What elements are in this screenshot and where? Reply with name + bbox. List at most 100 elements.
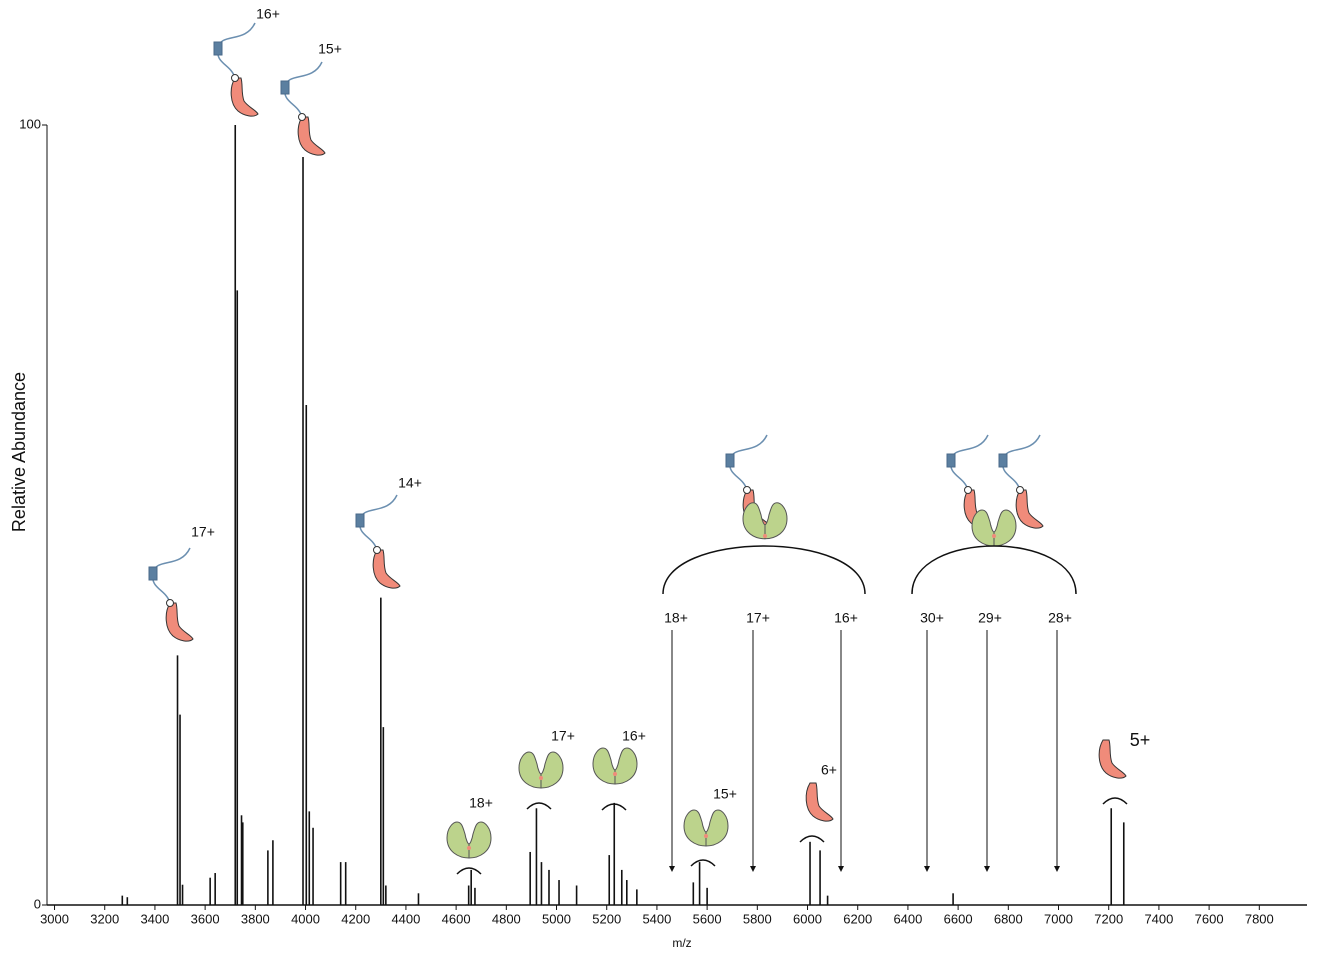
tether-icon [283,61,323,118]
charge-label: 17+ [746,610,770,626]
charge-label: 6+ [821,762,837,778]
charge-label: 14+ [398,475,422,491]
arrow-head [984,866,990,872]
dimer-icon [446,821,470,859]
protein-icon [230,77,259,117]
tether-anchor [743,486,751,494]
tether-tag [725,453,735,468]
arrow-head [750,866,756,872]
tether-tag [946,453,956,468]
dimer-icon [468,821,492,859]
charge-label: 18+ [664,610,688,626]
x-tick-label: 7800 [1245,911,1274,926]
charge-label: 15+ [713,786,737,802]
x-tick-label: 7400 [1144,911,1173,926]
bracket-arc [601,803,627,811]
x-tick-label: 7000 [1044,911,1073,926]
dimer-link [763,534,767,538]
dimer-icon [705,809,729,847]
x-tick-label: 3000 [40,911,69,926]
tether-tag [355,513,365,528]
bracket-arc [799,835,825,843]
dimer-icon [993,509,1017,547]
protein-icon [372,549,401,589]
x-tick-label: 7600 [1195,911,1224,926]
charge-label: 15+ [318,41,342,57]
x-tick-label: 3800 [241,911,270,926]
charge-label: 16+ [256,6,280,22]
tether-tag [148,566,158,581]
x-tick-label: 6600 [944,911,973,926]
dimer-link [539,776,543,780]
x-tick-label: 6800 [994,911,1023,926]
dimer-link [704,834,708,838]
protein-icon [1015,489,1044,529]
x-tick-label: 6000 [793,911,822,926]
x-tick-label: 5400 [642,911,671,926]
x-tick-label: 4600 [442,911,471,926]
x-tick-label: 5600 [693,911,722,926]
charge-label: 30+ [920,610,944,626]
protein-icon [165,602,194,642]
x-tick-label: 6200 [843,911,872,926]
y-tick-label: 100 [19,116,41,131]
x-tick-label: 4400 [391,911,420,926]
group-bracket [911,545,1077,595]
dimer-link [992,534,996,538]
arrow-head [1054,866,1060,872]
tether-icon [728,434,768,491]
x-tick-label: 3400 [140,911,169,926]
group-bracket [662,545,866,595]
dimer-icon [592,747,616,785]
bracket-arc [690,859,716,867]
charge-label: 16+ [622,728,646,744]
x-tick-label: 3600 [191,911,220,926]
x-tick-label: 5000 [542,911,571,926]
dimer-link [467,846,471,850]
dimer-link [613,772,617,776]
tether-anchor [298,113,306,121]
tether-anchor [1016,486,1024,494]
tether-icon [358,494,398,551]
tether-icon [216,22,256,79]
dimer-icon [742,502,766,540]
tether-anchor [964,486,972,494]
bracket-arc [1102,797,1128,805]
dimer-icon [540,751,564,789]
tether-icon [1001,434,1041,491]
x-tick-label: 7200 [1094,911,1123,926]
charge-label: 29+ [978,610,1002,626]
dimer-icon [518,751,542,789]
x-tick-label: 4000 [291,911,320,926]
tether-anchor [231,74,239,82]
dimer-icon [683,809,707,847]
x-tick-label: 5200 [592,911,621,926]
arrow-head [924,866,930,872]
charge-label: 17+ [551,728,575,744]
bracket-arc [456,867,482,875]
charge-label: 28+ [1048,610,1072,626]
arrow-head [838,866,844,872]
x-tick-label: 4200 [341,911,370,926]
tether-icon [151,547,191,604]
tether-anchor [166,599,174,607]
charge-label: 16+ [834,610,858,626]
bracket-arc [526,802,552,810]
charge-label: 17+ [191,524,215,540]
protein-icon [805,782,834,822]
arrow-head [669,866,675,872]
dimer-icon [764,502,788,540]
dimer-icon [614,747,638,785]
x-tick-label: 5800 [743,911,772,926]
tether-tag [213,41,223,56]
tether-icon [949,434,989,491]
tether-anchor [373,546,381,554]
x-tick-label: 3200 [90,911,119,926]
protein-icon [297,116,326,156]
tether-tag [998,453,1008,468]
dimer-icon [971,509,995,547]
charge-label: 5+ [1130,730,1151,750]
x-tick-label: 6400 [893,911,922,926]
protein-icon [1098,739,1127,779]
